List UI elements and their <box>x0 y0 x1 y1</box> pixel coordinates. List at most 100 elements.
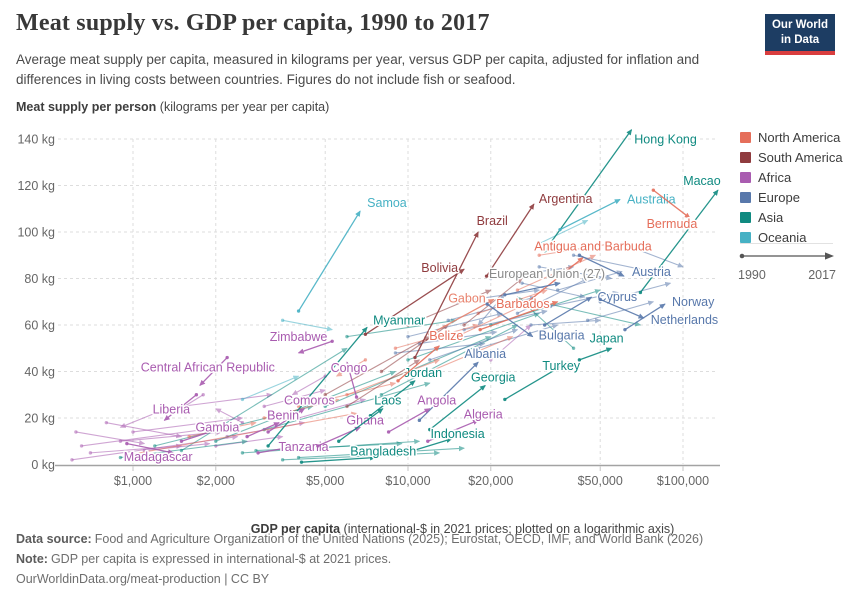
trajectory-unlabeled-europe[interactable] <box>407 312 503 338</box>
trajectory-unlabeled-europe[interactable] <box>530 318 602 326</box>
trajectory-unlabeled-asia[interactable] <box>298 445 465 459</box>
trajectory-bolivia[interactable] <box>365 268 465 335</box>
trajectory-netherlands[interactable] <box>599 298 645 319</box>
trajectory-norway[interactable] <box>624 303 666 331</box>
legend-item-asia[interactable]: Asia <box>740 207 843 227</box>
label-angola[interactable]: Angola <box>416 392 458 409</box>
label-ghana[interactable]: Ghana <box>345 412 386 429</box>
label-japan[interactable]: Japan <box>588 330 625 347</box>
label-madagascar[interactable]: Madagascar <box>122 448 194 465</box>
trajectory-unlabeled-europe[interactable] <box>600 281 672 303</box>
label-bermuda[interactable]: Bermuda <box>645 216 699 233</box>
label-bolivia[interactable]: Bolivia <box>420 260 460 277</box>
label-bulgaria[interactable]: Bulgaria <box>537 327 586 344</box>
label-central-african-republic[interactable]: Central African Republic <box>139 359 276 376</box>
label-norway[interactable]: Norway <box>670 294 716 311</box>
trajectory-unlabeled-asia[interactable] <box>282 450 441 461</box>
trajectory-central-african-republic[interactable] <box>199 357 228 387</box>
trajectory-unlabeled-europe[interactable] <box>587 300 655 321</box>
trajectory-liberia[interactable] <box>163 394 197 421</box>
trajectory-unlabeled-europe[interactable] <box>419 330 498 345</box>
label-austria[interactable]: Austria <box>630 264 672 281</box>
owid-logo[interactable]: Our World in Data <box>765 14 835 55</box>
trajectory-argentina[interactable] <box>485 203 535 277</box>
label-brazil[interactable]: Brazil <box>475 213 509 230</box>
trajectory-unlabeled-africa[interactable] <box>291 375 326 396</box>
label-indonesia[interactable]: Indonesia <box>429 425 486 442</box>
trajectory-unlabeled-asia[interactable] <box>215 370 397 442</box>
label-algeria[interactable]: Algeria <box>462 406 504 423</box>
trajectory-unlabeled-oceania[interactable] <box>538 219 589 245</box>
trajectory-unlabeled-africa[interactable] <box>181 392 273 407</box>
trajectory-unlabeled-europe[interactable] <box>478 323 559 349</box>
label-congo[interactable]: Congo <box>329 360 369 377</box>
label-zimbabwe[interactable]: Zimbabwe <box>268 328 329 345</box>
trajectory-unlabeled-oceania[interactable] <box>282 319 333 332</box>
label-gambia[interactable]: Gambia <box>194 419 241 436</box>
trajectory-unlabeled-africa[interactable] <box>298 398 367 419</box>
trajectory-unlabeled-africa[interactable] <box>90 443 183 454</box>
trajectory-unlabeled-south-america[interactable] <box>324 336 431 396</box>
legend-item-europe[interactable]: Europe <box>740 187 843 207</box>
license-line[interactable]: OurWorldinData.org/meat-production | CC … <box>16 571 270 586</box>
trajectory-bangladesh[interactable] <box>301 455 377 463</box>
trajectory-unlabeled-africa[interactable] <box>75 431 146 446</box>
label-bangladesh[interactable]: Bangladesh <box>349 443 418 460</box>
trajectory-cyprus[interactable] <box>544 296 593 326</box>
label-gabon[interactable]: Gabon <box>447 290 488 307</box>
trajectory-unlabeled-africa[interactable] <box>81 427 204 447</box>
trajectory-unlabeled-asia[interactable] <box>381 324 519 396</box>
label-tanzania[interactable]: Tanzania <box>277 438 330 455</box>
label-netherlands[interactable]: Netherlands <box>649 312 719 329</box>
trajectory-myanmar[interactable] <box>267 326 368 447</box>
trajectory-laos[interactable] <box>338 408 384 442</box>
trajectory-unlabeled-south-america[interactable] <box>407 289 492 326</box>
trajectory-georgia[interactable] <box>429 384 486 431</box>
trajectory-japan[interactable] <box>579 347 613 361</box>
trajectory-unlabeled-europe[interactable] <box>550 290 619 307</box>
trajectory-brazil[interactable] <box>414 231 479 358</box>
trajectory-zimbabwe[interactable] <box>297 340 333 354</box>
legend-item-north-america[interactable]: North America <box>740 127 843 147</box>
trajectory-unlabeled-asia[interactable] <box>407 312 540 361</box>
label-cyprus[interactable]: Cyprus <box>596 289 639 306</box>
trajectory-unlabeled-north-america[interactable] <box>539 241 613 256</box>
label-albania[interactable]: Albania <box>463 346 508 363</box>
trajectory-algeria[interactable] <box>427 419 479 442</box>
label-georgia[interactable]: Georgia <box>470 369 518 386</box>
label-jordan[interactable]: Jordan <box>402 364 443 381</box>
trajectory-bermuda[interactable] <box>652 189 691 219</box>
trajectory-unlabeled-europe[interactable] <box>521 282 586 299</box>
trajectory-macao[interactable] <box>639 189 719 293</box>
trajectory-samoa[interactable] <box>298 210 361 312</box>
trajectory-unlabeled-europe[interactable] <box>539 266 613 281</box>
label-argentina[interactable]: Argentina <box>537 191 594 208</box>
trajectory-unlabeled-europe[interactable] <box>557 270 623 291</box>
label-belize[interactable]: Belize <box>428 327 465 344</box>
trajectory-australia[interactable] <box>559 198 621 231</box>
trajectory-tanzania[interactable] <box>257 444 300 454</box>
trajectory-unlabeled-south-america[interactable] <box>381 324 449 372</box>
trajectory-european-union-27[interactable] <box>504 281 561 296</box>
label-antigua-and-barbuda[interactable]: Antigua and Barbuda <box>533 238 654 255</box>
trajectory-barbados[interactable] <box>479 300 559 331</box>
trajectory-austria[interactable] <box>579 254 625 277</box>
trajectory-unlabeled-africa[interactable] <box>172 394 204 414</box>
trajectory-unlabeled-asia[interactable] <box>181 347 348 452</box>
trajectory-congo[interactable] <box>345 361 358 398</box>
trajectory-unlabeled-europe[interactable] <box>477 296 503 326</box>
label-myanmar[interactable]: Myanmar <box>372 312 427 329</box>
label-liberia[interactable]: Liberia <box>151 401 192 418</box>
trajectory-unlabeled-oceania[interactable] <box>242 375 300 400</box>
label-samoa[interactable]: Samoa <box>366 195 409 212</box>
trajectory-antigua-and-barbuda[interactable] <box>524 257 584 305</box>
trajectory-unlabeled-africa[interactable] <box>119 412 155 428</box>
label-comoros[interactable]: Comoros <box>283 392 337 409</box>
label-european-union-27[interactable]: European Union (27) <box>487 266 606 283</box>
label-australia[interactable]: Australia <box>625 191 677 208</box>
trajectory-belize[interactable] <box>397 345 440 382</box>
trajectory-benin[interactable] <box>246 422 280 438</box>
trajectory-unlabeled-europe[interactable] <box>456 288 541 303</box>
label-benin[interactable]: Benin <box>266 407 301 424</box>
trajectory-unlabeled-north-america[interactable] <box>456 301 532 338</box>
